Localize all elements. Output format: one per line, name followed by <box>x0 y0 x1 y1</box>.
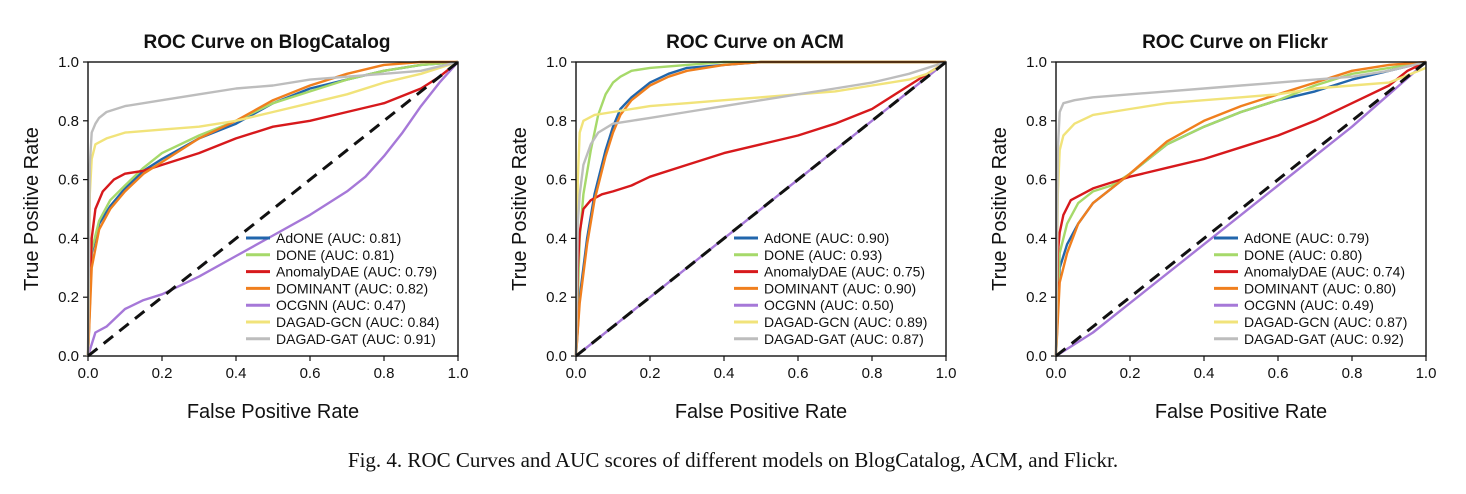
series-line-dagad-gat <box>86 60 459 357</box>
series-line-dagad-gcn <box>1054 66 1427 357</box>
series-line-dominant <box>1054 60 1427 357</box>
legend-label-done: DONE (AUC: 0.81) <box>276 247 394 263</box>
figure-caption: Fig. 4. ROC Curves and AUC scores of dif… <box>347 448 1119 472</box>
y-tick-label: 0.0 <box>546 348 567 365</box>
series-line-ocgnn <box>575 61 947 357</box>
series-line-anomalydae <box>86 61 459 357</box>
x-tick-label: 0.0 <box>78 365 99 382</box>
y-tick-label: 0.6 <box>546 172 567 189</box>
y-tick-label: 1.0 <box>58 54 79 71</box>
legend-label-dagad-gcn: DAGAD-GCN (AUC: 0.89) <box>764 314 927 330</box>
series-line-dagad-gat <box>574 60 947 357</box>
x-tick-label: 1.0 <box>936 365 957 382</box>
legend-label-dagad-gat: DAGAD-GAT (AUC: 0.87) <box>764 331 924 347</box>
y-tick-label: 0.8 <box>58 113 79 130</box>
legend: AdONE (AUC: 0.81)DONE (AUC: 0.81)Anomaly… <box>246 230 439 347</box>
x-tick-label: 0.6 <box>1268 365 1289 382</box>
chart-title: ROC Curve on BlogCatalog <box>143 32 390 53</box>
legend-label-adone: AdONE (AUC: 0.90) <box>764 230 889 246</box>
x-tick-label: 1.0 <box>448 365 469 382</box>
x-tick-label: 0.2 <box>152 365 173 382</box>
legend-label-adone: AdONE (AUC: 0.79) <box>1244 230 1369 246</box>
x-tick-label: 0.6 <box>300 365 321 382</box>
legend-label-dominant: DOMINANT (AUC: 0.80) <box>1244 280 1396 296</box>
legend-label-dominant: DOMINANT (AUC: 0.90) <box>764 280 916 296</box>
series-line-dagad-gcn <box>574 60 947 357</box>
legend: AdONE (AUC: 0.90)DONE (AUC: 0.93)Anomaly… <box>734 230 927 347</box>
legend-label-ocgnn: OCGNN (AUC: 0.47) <box>276 297 406 313</box>
legend-label-adone: AdONE (AUC: 0.81) <box>276 230 401 246</box>
legend-label-done: DONE (AUC: 0.80) <box>1244 247 1362 263</box>
x-tick-label: 0.4 <box>1194 365 1215 382</box>
y-tick-label: 0.4 <box>1026 230 1047 247</box>
series-line-ocgnn <box>1055 61 1427 358</box>
series-line-dagad-gat <box>1054 60 1427 357</box>
chart-title: ROC Curve on ACM <box>666 32 844 53</box>
x-axis-label: False Positive Rate <box>187 401 359 423</box>
plot-frame <box>575 61 947 357</box>
legend: AdONE (AUC: 0.79)DONE (AUC: 0.80)Anomaly… <box>1214 230 1407 347</box>
y-tick-label: 1.0 <box>1026 54 1047 71</box>
chart-acm: ROC Curve on ACM False Positive Rate True … <box>488 0 976 440</box>
legend-label-anomalydae: AnomalyDAE (AUC: 0.75) <box>764 264 925 280</box>
series-line-ocgnn <box>86 61 459 357</box>
x-tick-label: 0.0 <box>1046 365 1067 382</box>
y-tick-label: 0.8 <box>546 113 567 130</box>
legend-label-ocgnn: OCGNN (AUC: 0.50) <box>764 297 894 313</box>
legend-label-ocgnn: OCGNN (AUC: 0.49) <box>1244 297 1374 313</box>
x-tick-label: 0.0 <box>566 365 587 382</box>
x-tick-label: 0.2 <box>1120 365 1141 382</box>
y-tick-label: 0.2 <box>58 289 79 306</box>
series-group <box>86 60 459 357</box>
series-line-anomalydae <box>574 60 947 357</box>
x-tick-label: 0.6 <box>788 365 809 382</box>
x-tick-label: 0.4 <box>226 365 247 382</box>
legend-label-anomalydae: AnomalyDAE (AUC: 0.79) <box>276 264 437 280</box>
legend-label-dagad-gcn: DAGAD-GCN (AUC: 0.84) <box>276 314 439 330</box>
y-tick-label: 0.2 <box>546 289 567 306</box>
roc-chart-flickr: ROC Curve on Flickr False Positive Rate Tr… <box>989 32 1437 423</box>
x-tick-label: 0.8 <box>374 365 395 382</box>
y-axis-label: True Positive Rate <box>21 127 43 291</box>
legend-label-dagad-gat: DAGAD-GAT (AUC: 0.91) <box>276 331 436 347</box>
x-tick-label: 0.2 <box>640 365 661 382</box>
plot-frame <box>1055 61 1427 357</box>
legend-label-dominant: DOMINANT (AUC: 0.82) <box>276 280 428 296</box>
series-group <box>1054 60 1427 358</box>
y-axis-label: True Positive Rate <box>989 127 1011 291</box>
y-axis-label: True Positive Rate <box>509 127 531 291</box>
x-tick-label: 0.4 <box>714 365 735 382</box>
roc-chart-acm: ROC Curve on ACM False Positive Rate True … <box>509 32 957 423</box>
legend-label-dagad-gcn: DAGAD-GCN (AUC: 0.87) <box>1244 314 1407 330</box>
y-tick-label: 1.0 <box>546 54 567 71</box>
plot-frame <box>87 61 459 357</box>
legend-label-anomalydae: AnomalyDAE (AUC: 0.74) <box>1244 264 1405 280</box>
y-tick-label: 0.6 <box>58 172 79 189</box>
chart-blogcatalog: ROC Curve on BlogCatalog False Positive R… <box>0 0 488 440</box>
y-tick-label: 0.6 <box>1026 172 1047 189</box>
x-axis-label: False Positive Rate <box>675 401 847 423</box>
legend-label-done: DONE (AUC: 0.93) <box>764 247 882 263</box>
series-line-anomalydae <box>1054 60 1427 357</box>
legend-label-dagad-gat: DAGAD-GAT (AUC: 0.92) <box>1244 331 1404 347</box>
x-axis-label: False Positive Rate <box>1155 401 1327 423</box>
roc-chart-blogcatalog: ROC Curve on BlogCatalog False Positive R… <box>21 32 469 423</box>
y-tick-label: 0.4 <box>546 230 567 247</box>
x-tick-label: 0.8 <box>862 365 883 382</box>
chart-flickr: ROC Curve on Flickr False Positive Rate Tr… <box>968 0 1456 440</box>
y-tick-label: 0.8 <box>1026 113 1047 130</box>
y-tick-label: 0.0 <box>1026 348 1047 365</box>
series-line-dagad-gcn <box>86 60 459 357</box>
y-tick-label: 0.4 <box>58 230 79 247</box>
y-tick-label: 0.2 <box>1026 289 1047 306</box>
x-tick-label: 1.0 <box>1416 365 1437 382</box>
series-line-dominant <box>86 60 458 357</box>
x-tick-label: 0.8 <box>1342 365 1363 382</box>
y-tick-label: 0.0 <box>58 348 79 365</box>
chart-title: ROC Curve on Flickr <box>1142 32 1328 53</box>
